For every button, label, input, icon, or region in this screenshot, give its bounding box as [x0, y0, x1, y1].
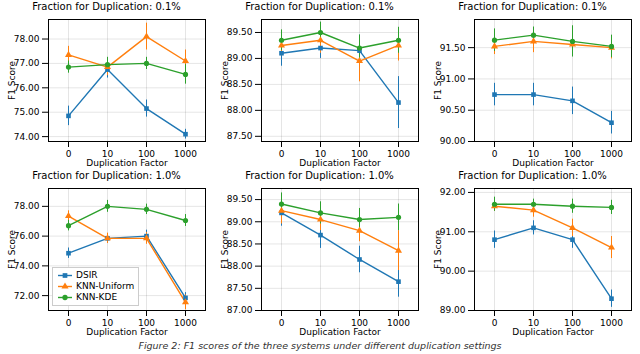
- svg-text:0: 0: [66, 149, 72, 159]
- svg-text:Duplication Factor: Duplication Factor: [512, 327, 594, 337]
- svg-text:100: 100: [563, 317, 582, 328]
- svg-text:75.00: 75.00: [14, 107, 40, 117]
- html-text:Fraction for Duplication: 0.1%: Fraction for Duplication: 0.1%: [32, 1, 181, 12]
- html-text:KNN-Uniform: KNN-Uniform: [76, 281, 135, 291]
- svg-text:10: 10: [314, 148, 327, 159]
- html-text:KNN-KDE: KNN-KDE: [76, 292, 118, 302]
- svg-text:100: 100: [563, 148, 582, 159]
- svg-text:77.00: 77.00: [14, 58, 40, 68]
- svg-text:1000: 1000: [600, 318, 623, 328]
- svg-text:87.50: 87.50: [227, 131, 253, 141]
- html-text:Figure 2: F1 scores of the thr: Figure 2: F1 scores of the three systems…: [138, 340, 502, 351]
- svg-text:89.00: 89.00: [227, 53, 253, 63]
- svg-text:F1 Score: F1 Score: [433, 61, 443, 100]
- svg-text:10: 10: [527, 148, 540, 159]
- html-text:Fraction for Duplication: 0.1%: Fraction for Duplication: 0.1%: [458, 1, 607, 12]
- svg-text:10: 10: [101, 148, 114, 159]
- svg-text:100: 100: [350, 148, 369, 159]
- svg-text:91.50: 91.50: [440, 43, 466, 53]
- svg-text:F1 Score: F1 Score: [7, 61, 17, 100]
- svg-text:88.00: 88.00: [227, 261, 253, 271]
- svg-text:87.50: 87.50: [227, 283, 253, 293]
- svg-text:76.00: 76.00: [14, 231, 40, 241]
- svg-text:F1 Score: F1 Score: [220, 61, 230, 100]
- svg-text:89.50: 89.50: [227, 194, 253, 204]
- svg-text:89.50: 89.50: [227, 27, 253, 37]
- svg-text:Duplication Factor: Duplication Factor: [299, 158, 381, 168]
- svg-text:74.00: 74.00: [14, 261, 40, 271]
- svg-text:0: 0: [492, 149, 498, 159]
- svg-text:92.00: 92.00: [440, 187, 466, 197]
- svg-text:90.00: 90.00: [440, 136, 466, 146]
- svg-text:100: 100: [137, 148, 156, 159]
- html-text:Fraction for Duplication: 1.0%: Fraction for Duplication: 1.0%: [458, 170, 607, 181]
- html-text:Fraction for Duplication: 0.1%: Fraction for Duplication: 0.1%: [245, 1, 394, 12]
- svg-text:0: 0: [66, 318, 72, 328]
- html-text:Fraction for Duplication: 1.0%: Fraction for Duplication: 1.0%: [32, 170, 181, 181]
- svg-text:89.00: 89.00: [227, 217, 253, 227]
- svg-text:1000: 1000: [387, 149, 410, 159]
- svg-text:88.00: 88.00: [227, 105, 253, 115]
- svg-text:88.50: 88.50: [227, 239, 253, 249]
- svg-text:Duplication Factor: Duplication Factor: [299, 327, 381, 337]
- svg-text:100: 100: [350, 317, 369, 328]
- svg-text:F1 Score: F1 Score: [7, 230, 17, 269]
- svg-text:1000: 1000: [174, 318, 197, 328]
- html-text:DSIR: DSIR: [76, 270, 98, 280]
- svg-text:91.00: 91.00: [440, 227, 466, 237]
- svg-text:88.50: 88.50: [227, 79, 253, 89]
- svg-text:Duplication Factor: Duplication Factor: [86, 158, 168, 168]
- svg-text:1000: 1000: [387, 318, 410, 328]
- svg-text:91.00: 91.00: [440, 74, 466, 84]
- svg-text:74.00: 74.00: [14, 132, 40, 142]
- svg-text:10: 10: [101, 317, 114, 328]
- svg-text:100: 100: [137, 317, 156, 328]
- html-text:Fraction for Duplication: 1.0%: Fraction for Duplication: 1.0%: [245, 170, 394, 181]
- svg-text:0: 0: [492, 318, 498, 328]
- svg-text:F1 Score: F1 Score: [220, 230, 230, 269]
- svg-text:1000: 1000: [600, 149, 623, 159]
- svg-text:90.50: 90.50: [440, 105, 466, 115]
- svg-text:10: 10: [314, 317, 327, 328]
- svg-text:87.00: 87.00: [227, 305, 253, 315]
- svg-text:Duplication Factor: Duplication Factor: [512, 158, 594, 168]
- svg-text:72.00: 72.00: [14, 291, 40, 301]
- svg-text:10: 10: [527, 317, 540, 328]
- svg-text:78.00: 78.00: [14, 201, 40, 211]
- svg-text:0: 0: [279, 318, 285, 328]
- svg-text:89.00: 89.00: [440, 305, 466, 315]
- svg-text:76.00: 76.00: [14, 83, 40, 93]
- svg-text:0: 0: [279, 149, 285, 159]
- svg-text:78.00: 78.00: [14, 34, 40, 44]
- svg-text:90.00: 90.00: [440, 266, 466, 276]
- svg-text:1000: 1000: [174, 149, 197, 159]
- svg-text:F1 Score: F1 Score: [433, 230, 443, 269]
- svg-text:Duplication Factor: Duplication Factor: [86, 327, 168, 337]
